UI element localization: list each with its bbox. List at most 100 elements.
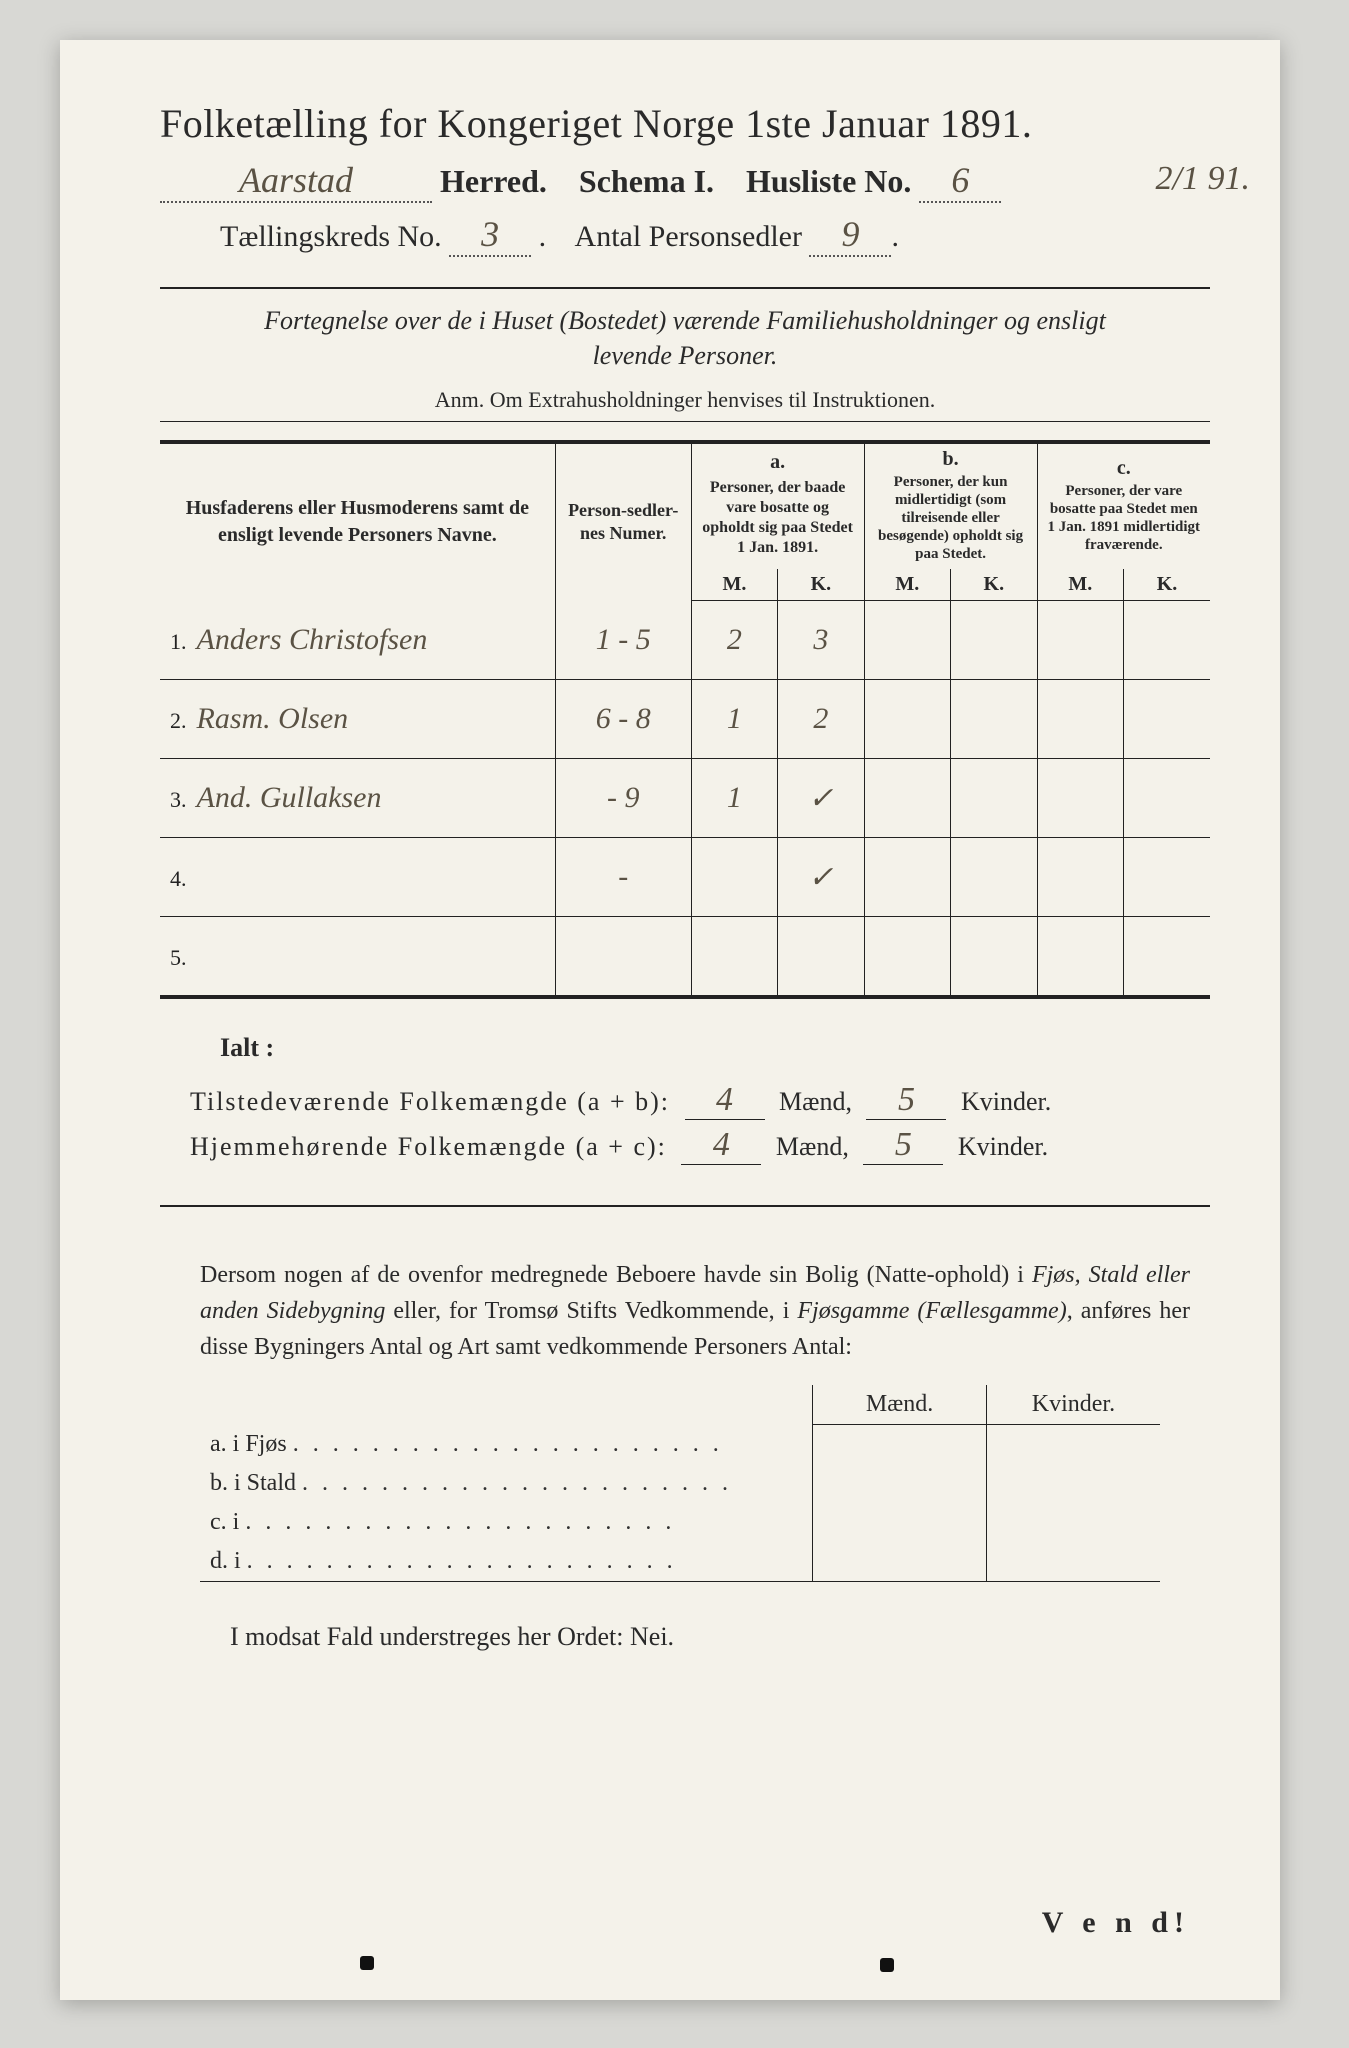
th-col-c: c. Personer, der vare bosatte paa Stedet… [1037, 442, 1210, 569]
cell-name: 1.Anders Christofsen [160, 601, 555, 680]
blurb-line-2: levende Personer. [593, 341, 778, 370]
cell-name: 3.And. Gullaksen [160, 759, 555, 838]
side-k [986, 1542, 1160, 1582]
cell-name: 5. [160, 917, 555, 998]
th-a-m: M. [691, 569, 777, 601]
cell-b-k [951, 917, 1037, 998]
schema-label: Schema I. [579, 163, 714, 199]
cell-num [555, 917, 691, 998]
page-title: Folketælling for Kongeriget Norge 1ste J… [160, 100, 1210, 147]
side-row: b. i Stald . . . . . . . . . . . . . . .… [200, 1464, 1160, 1503]
cell-c-k [1124, 680, 1211, 759]
sum-ac-m: 4 [681, 1126, 761, 1165]
side-label: b. i Stald . . . . . . . . . . . . . . .… [200, 1464, 813, 1503]
cell-a-m: 2 [691, 601, 777, 680]
cell-a-k: ✓ [778, 838, 864, 917]
antal-value: 9 [809, 213, 891, 257]
cell-a-k: ✓ [778, 759, 864, 838]
table-row: 3.And. Gullaksen- 91✓ [160, 759, 1210, 838]
cell-a-k: 3 [778, 601, 864, 680]
cell-c-m [1037, 917, 1123, 998]
cell-a-m: 1 [691, 680, 777, 759]
cell-c-k [1124, 917, 1211, 998]
maend-label-2: Mænd, [776, 1132, 849, 1161]
side-k [986, 1464, 1160, 1503]
side-label: d. i . . . . . . . . . . . . . . . . . .… [200, 1542, 813, 1582]
table-row: 4.- ✓ [160, 838, 1210, 917]
side-m [813, 1425, 987, 1464]
cell-name: 4. [160, 838, 555, 917]
side-k [986, 1425, 1160, 1464]
punch-hole [880, 1958, 894, 1972]
th-b-k: K. [951, 569, 1037, 601]
cell-a-m: 1 [691, 759, 777, 838]
side-building-paragraph: Dersom nogen af de ovenfor medregnede Be… [200, 1257, 1190, 1365]
sum-line-ab: Tilstedeværende Folkemængde (a + b): 4 M… [190, 1081, 1210, 1120]
th-num: Person-sedler-nes Numer. [555, 442, 691, 601]
blurb-line-1: Fortegnelse over de i Huset (Bostedet) v… [264, 306, 1106, 335]
cell-b-m [864, 680, 950, 759]
cell-a-m [691, 838, 777, 917]
kvinder-label: Kvinder. [961, 1087, 1051, 1116]
nei-line: I modsat Fald understreges her Ordet: Ne… [230, 1622, 1210, 1652]
vend-label: V e n d! [1042, 1906, 1190, 1940]
punch-hole [360, 1956, 374, 1970]
th-name: Husfaderens eller Husmoderens samt de en… [160, 442, 555, 601]
cell-num: - [555, 838, 691, 917]
cell-c-k [1124, 601, 1211, 680]
kvinder-label-2: Kvinder. [958, 1132, 1048, 1161]
divider [160, 287, 1210, 289]
sum-ab-m: 4 [685, 1081, 765, 1120]
cell-b-m [864, 601, 950, 680]
sum-ab-label: Tilstedeværende Folkemængde (a + b): [190, 1087, 670, 1116]
divider-thin [160, 421, 1210, 422]
line-herred: Aarstad Herred. Schema I. Husliste No. 6 [160, 159, 1210, 203]
side-h-k: Kvinder. [986, 1385, 1160, 1425]
cell-a-m [691, 917, 777, 998]
cell-name: 2.Rasm. Olsen [160, 680, 555, 759]
maend-label: Mænd, [779, 1087, 852, 1116]
cell-c-m [1037, 680, 1123, 759]
side-label: a. i Fjøs . . . . . . . . . . . . . . . … [200, 1425, 813, 1464]
herred-label: Herred. [440, 163, 547, 199]
antal-label: Antal Personsedler [575, 220, 802, 253]
th-c-m: M. [1037, 569, 1123, 601]
side-buildings-table: Mænd. Kvinder. a. i Fjøs . . . . . . . .… [200, 1385, 1160, 1582]
side-row: d. i . . . . . . . . . . . . . . . . . .… [200, 1542, 1160, 1582]
cell-c-k [1124, 759, 1211, 838]
ialt-label: Ialt : [220, 1033, 1210, 1063]
husliste-label: Husliste No. [746, 163, 911, 199]
th-c-k: K. [1124, 569, 1211, 601]
cell-num: 6 - 8 [555, 680, 691, 759]
side-row: c. i . . . . . . . . . . . . . . . . . .… [200, 1503, 1160, 1542]
th-b-m: M. [864, 569, 950, 601]
cell-b-k [951, 838, 1037, 917]
side-k [986, 1503, 1160, 1542]
page-content: Folketælling for Kongeriget Norge 1ste J… [60, 40, 1280, 1692]
husliste-value: 6 [919, 159, 1001, 203]
line-kreds: Tællingskreds No. 3 . Antal Personsedler… [160, 213, 1210, 257]
cell-c-k [1124, 838, 1211, 917]
cell-c-m [1037, 759, 1123, 838]
side-label: c. i . . . . . . . . . . . . . . . . . .… [200, 1503, 813, 1542]
sum-ac-k: 5 [863, 1126, 943, 1165]
cell-b-k [951, 680, 1037, 759]
document-page: Folketælling for Kongeriget Norge 1ste J… [60, 40, 1280, 2000]
cell-b-k [951, 601, 1037, 680]
side-row: a. i Fjøs . . . . . . . . . . . . . . . … [200, 1425, 1160, 1464]
cell-b-m [864, 838, 950, 917]
divider-2 [160, 1205, 1210, 1207]
cell-num: - 9 [555, 759, 691, 838]
census-table: Husfaderens eller Husmoderens samt de en… [160, 440, 1210, 999]
sum-ac-label: Hjemmehørende Folkemængde (a + c): [190, 1132, 667, 1161]
table-row: 5. [160, 917, 1210, 998]
anm-note: Anm. Om Extrahusholdninger henvises til … [160, 387, 1210, 413]
herred-value: Aarstad [160, 159, 432, 203]
sum-line-ac: Hjemmehørende Folkemængde (a + c): 4 Mæn… [190, 1126, 1210, 1165]
table-row: 2.Rasm. Olsen6 - 812 [160, 680, 1210, 759]
kreds-label: Tællingskreds No. [220, 220, 442, 253]
side-m [813, 1542, 987, 1582]
th-col-a: a. Personer, der baade vare bosatte og o… [691, 442, 864, 569]
cell-num: 1 - 5 [555, 601, 691, 680]
cell-b-k [951, 759, 1037, 838]
